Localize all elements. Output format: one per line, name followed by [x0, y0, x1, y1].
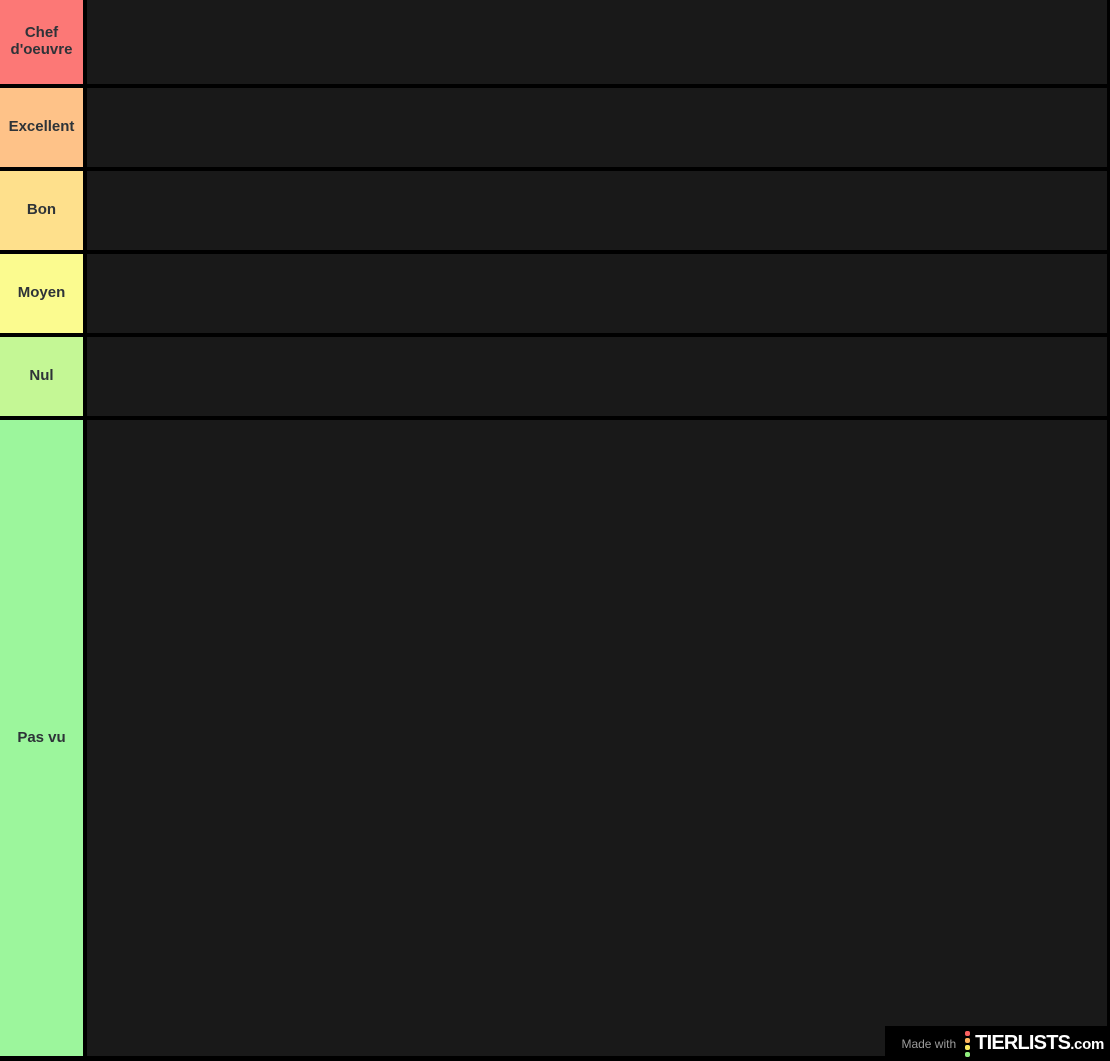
tier-label-moyen: Moyen	[0, 254, 83, 333]
tier-row-bon: Bon	[0, 171, 1110, 250]
tier-label-excellent: Excellent	[0, 88, 83, 167]
tier-label-text: Pas vu	[17, 728, 66, 746]
tier-row-nul: Nul	[0, 337, 1110, 416]
tier-dropzone-nul[interactable]	[87, 337, 1107, 416]
watermark[interactable]: Made with TIERLISTS.com	[885, 1026, 1110, 1061]
tier-label-chef-doeuvre: Chef d'oeuvre	[0, 0, 83, 84]
tier-dropzone-bon[interactable]	[87, 171, 1107, 250]
tier-label-text: Moyen	[17, 284, 66, 302]
watermark-made-with-label: Made with	[901, 1036, 957, 1051]
tier-label-text: Nul	[29, 367, 54, 385]
tier-label-nul: Nul	[0, 337, 83, 416]
tier-dropzone-moyen[interactable]	[87, 254, 1107, 333]
logo-dot-green	[965, 1051, 971, 1057]
tier-dropzone-chef-doeuvre[interactable]	[87, 0, 1107, 84]
logo-dot-red	[965, 1030, 971, 1036]
watermark-brand-tld: .com	[1070, 1036, 1104, 1053]
tier-row-pas-vu: Pas vu	[0, 420, 1110, 1056]
watermark-brand-name: TIERLISTS	[975, 1032, 1071, 1054]
watermark-brand-text: TIERLISTS.com	[975, 1032, 1104, 1055]
tier-dropzone-excellent[interactable]	[87, 88, 1107, 167]
tier-label-pas-vu: Pas vu	[0, 420, 83, 1056]
tier-row-chef-doeuvre: Chef d'oeuvre	[0, 0, 1110, 84]
logo-dot-orange	[965, 1037, 971, 1043]
tier-label-text: Chef d'oeuvre	[10, 24, 73, 58]
tier-row-moyen: Moyen	[0, 254, 1110, 333]
tier-label-text: Bon	[26, 201, 57, 219]
logo-dot-yellow	[965, 1044, 971, 1050]
tier-dropzone-pas-vu[interactable]	[87, 420, 1107, 1056]
tier-label-text: Excellent	[8, 118, 75, 136]
tier-label-bon: Bon	[0, 171, 83, 250]
tierlists-logo-icon	[965, 1030, 971, 1057]
tier-row-excellent: Excellent	[0, 88, 1110, 167]
